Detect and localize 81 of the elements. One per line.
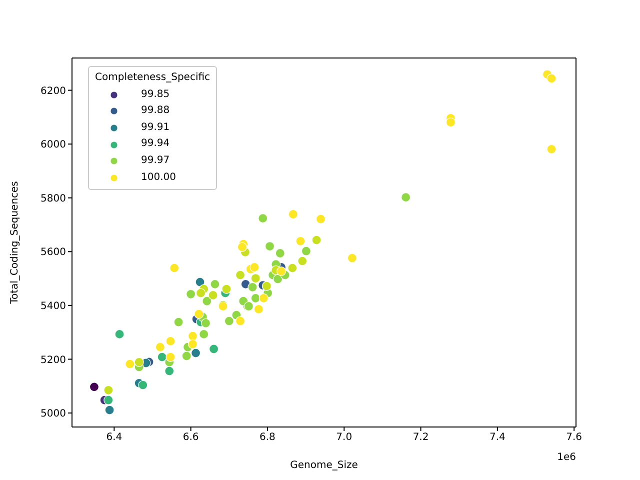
point: [264, 241, 275, 252]
x-tick-label: 7.0: [336, 432, 352, 444]
legend-label: 99.97: [141, 154, 170, 168]
x-tick-label: 6.6: [182, 432, 199, 444]
point: [222, 284, 232, 294]
x-tick-label: 7.6: [566, 432, 582, 444]
point: [104, 395, 114, 405]
point: [288, 263, 298, 273]
point: [104, 405, 114, 415]
point: [250, 273, 260, 284]
point: [166, 352, 176, 362]
legend-label: 99.94: [141, 137, 170, 152]
point: [248, 282, 258, 292]
point: [155, 342, 165, 352]
point: [276, 266, 286, 276]
point: [196, 288, 206, 298]
point: [200, 318, 211, 328]
point: [275, 248, 285, 258]
legend-label: 99.85: [141, 88, 170, 102]
point: [134, 357, 144, 367]
point: [224, 316, 234, 326]
legend-label: 100.00: [141, 170, 176, 185]
x-tick-label: 6.8: [260, 432, 276, 444]
y-tick-label: 6000: [40, 140, 66, 151]
point: [182, 351, 192, 361]
point: [250, 262, 260, 272]
x-axis-title: Genome_Size: [290, 460, 358, 471]
text: 1e6: [557, 452, 576, 463]
legend-label: 99.88: [141, 104, 170, 118]
point: [301, 246, 311, 256]
y-tick-label: 6200: [40, 86, 66, 97]
point: [186, 289, 196, 299]
point: [188, 331, 198, 341]
y-tick-label: 5000: [40, 408, 66, 420]
point: [288, 209, 298, 220]
point: [250, 293, 260, 303]
point: [316, 214, 326, 224]
point: [401, 192, 411, 202]
point: [312, 235, 322, 245]
point: [446, 117, 456, 128]
point: [546, 74, 556, 84]
point: [235, 270, 246, 280]
point: [166, 336, 176, 346]
legend-label: 99.91: [141, 120, 170, 135]
point: [254, 304, 264, 314]
point: [188, 339, 198, 349]
point: [235, 316, 246, 326]
point: [296, 236, 306, 246]
point: [262, 281, 272, 291]
y-tick-label: 5800: [40, 193, 66, 204]
point: [347, 253, 357, 263]
point: [258, 293, 268, 303]
point: [258, 213, 268, 224]
point: [298, 256, 308, 266]
point: [546, 144, 556, 154]
point: [208, 290, 218, 300]
point: [138, 380, 148, 390]
point: [194, 309, 204, 319]
point: [164, 366, 174, 376]
y-tick-label: 5600: [40, 247, 66, 258]
point: [190, 348, 201, 358]
x-tick-label: 6.4: [106, 432, 122, 444]
point: [104, 385, 114, 395]
point: [237, 242, 247, 252]
point: [89, 382, 100, 392]
point: [199, 329, 209, 340]
point: [174, 317, 184, 327]
x-tick-label: 7.2: [412, 432, 429, 444]
point: [114, 329, 124, 340]
point: [125, 359, 135, 369]
y-tick-label: 5400: [40, 300, 66, 312]
y-tick-label: 5200: [40, 354, 66, 366]
point: [170, 263, 180, 273]
x-tick-label: 7.4: [489, 432, 506, 444]
point: [195, 277, 205, 287]
point: [210, 279, 220, 289]
point: [202, 296, 212, 306]
y-axis-title: Total_Coding_Sequences: [10, 181, 21, 305]
point: [157, 352, 167, 362]
legend-title: Completeness_Specific: [95, 71, 210, 85]
point: [209, 344, 219, 354]
